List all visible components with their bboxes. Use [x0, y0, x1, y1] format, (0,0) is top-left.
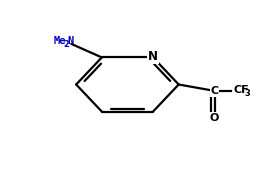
Text: C: C [211, 86, 219, 96]
Text: 3: 3 [244, 89, 250, 98]
Text: 2: 2 [64, 40, 70, 49]
Text: N: N [67, 36, 73, 46]
Text: Me: Me [53, 36, 66, 46]
Text: CF: CF [234, 85, 249, 95]
Text: N: N [148, 50, 158, 63]
Text: O: O [209, 113, 219, 123]
